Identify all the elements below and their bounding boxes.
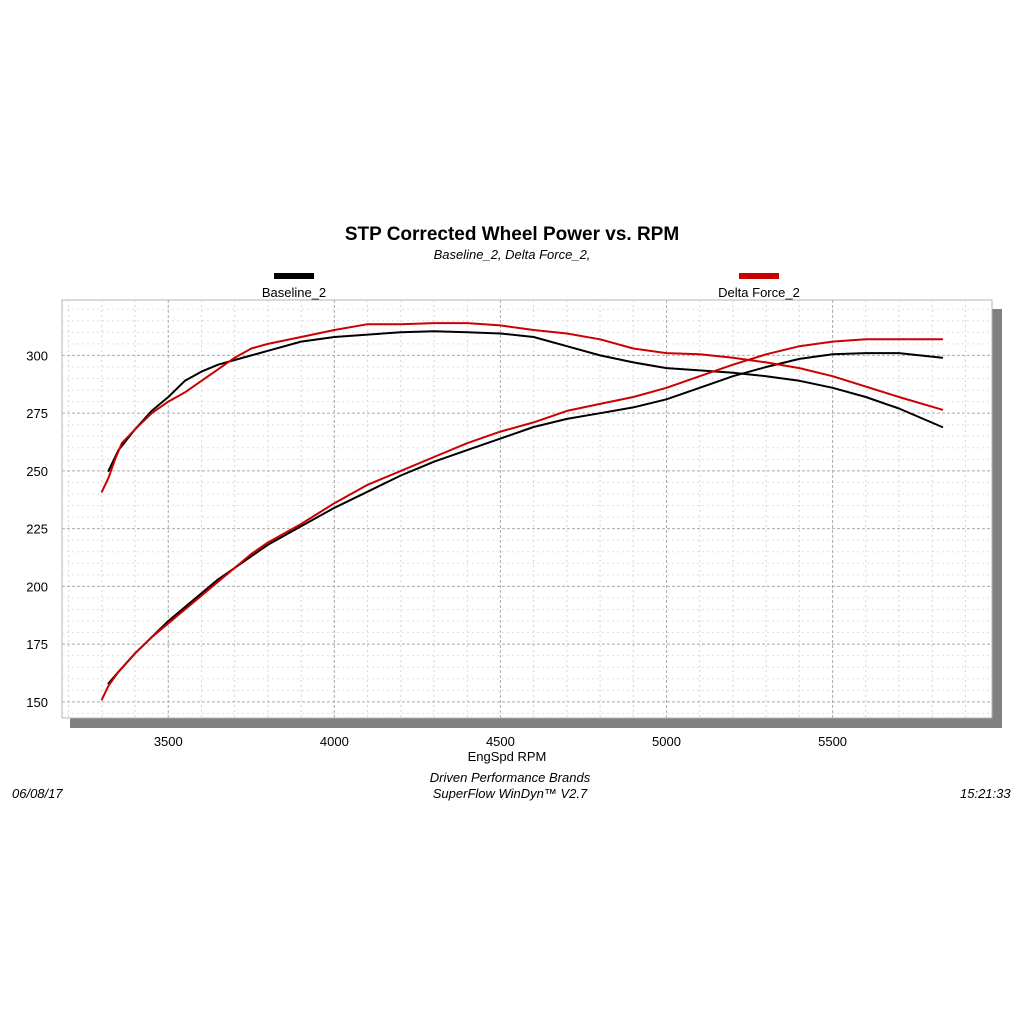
legend-swatch-delta-force — [739, 273, 779, 279]
grid — [62, 300, 992, 718]
legend-label-baseline: Baseline_2 — [261, 285, 327, 300]
y-tick-label: 275 — [26, 406, 48, 421]
x-tick-label: 3500 — [154, 734, 183, 749]
series-line-baseline-power — [107, 330, 944, 472]
series-line-delta-force-torque — [100, 338, 944, 701]
footer-date: 06/08/17 — [12, 786, 63, 801]
y-tick-label: 175 — [26, 637, 48, 652]
footer-software: SuperFlow WinDyn™ V2.7 — [432, 786, 588, 801]
chart-title: STP Corrected Wheel Power vs. RPM — [344, 224, 680, 245]
chart-subtitle: Baseline_2, Delta Force_2, — [433, 247, 591, 262]
x-tick-label: 4000 — [320, 734, 349, 749]
x-tick-label: 4500 — [486, 734, 515, 749]
legend-label-delta-force: Delta Force_2 — [718, 285, 800, 300]
y-tick-label: 250 — [26, 464, 48, 479]
series-line-baseline-torque — [107, 352, 944, 685]
legend-entry-delta-force: Delta Force_2 — [679, 273, 839, 300]
tick-labels: 3500 4000 4500 5000 5500 150 175 200 225 250 275 30… — [26, 348, 847, 749]
y-tick-label: 200 — [26, 579, 48, 594]
y-tick-label: 300 — [26, 348, 48, 363]
series-group — [100, 322, 944, 701]
footer-company: Driven Performance Brands — [429, 770, 591, 785]
legend-swatch-baseline — [274, 273, 314, 279]
footer-time: 15:21:33 — [960, 786, 1011, 801]
legend-entry-baseline: Baseline_2 — [214, 273, 374, 300]
x-axis-label: EngSpd RPM — [468, 749, 547, 764]
series-line-delta-force-power — [100, 322, 944, 493]
y-tick-label: 225 — [26, 522, 48, 537]
x-tick-label: 5000 — [652, 734, 681, 749]
y-tick-label: 150 — [26, 695, 48, 710]
x-tick-label: 5500 — [818, 734, 847, 749]
